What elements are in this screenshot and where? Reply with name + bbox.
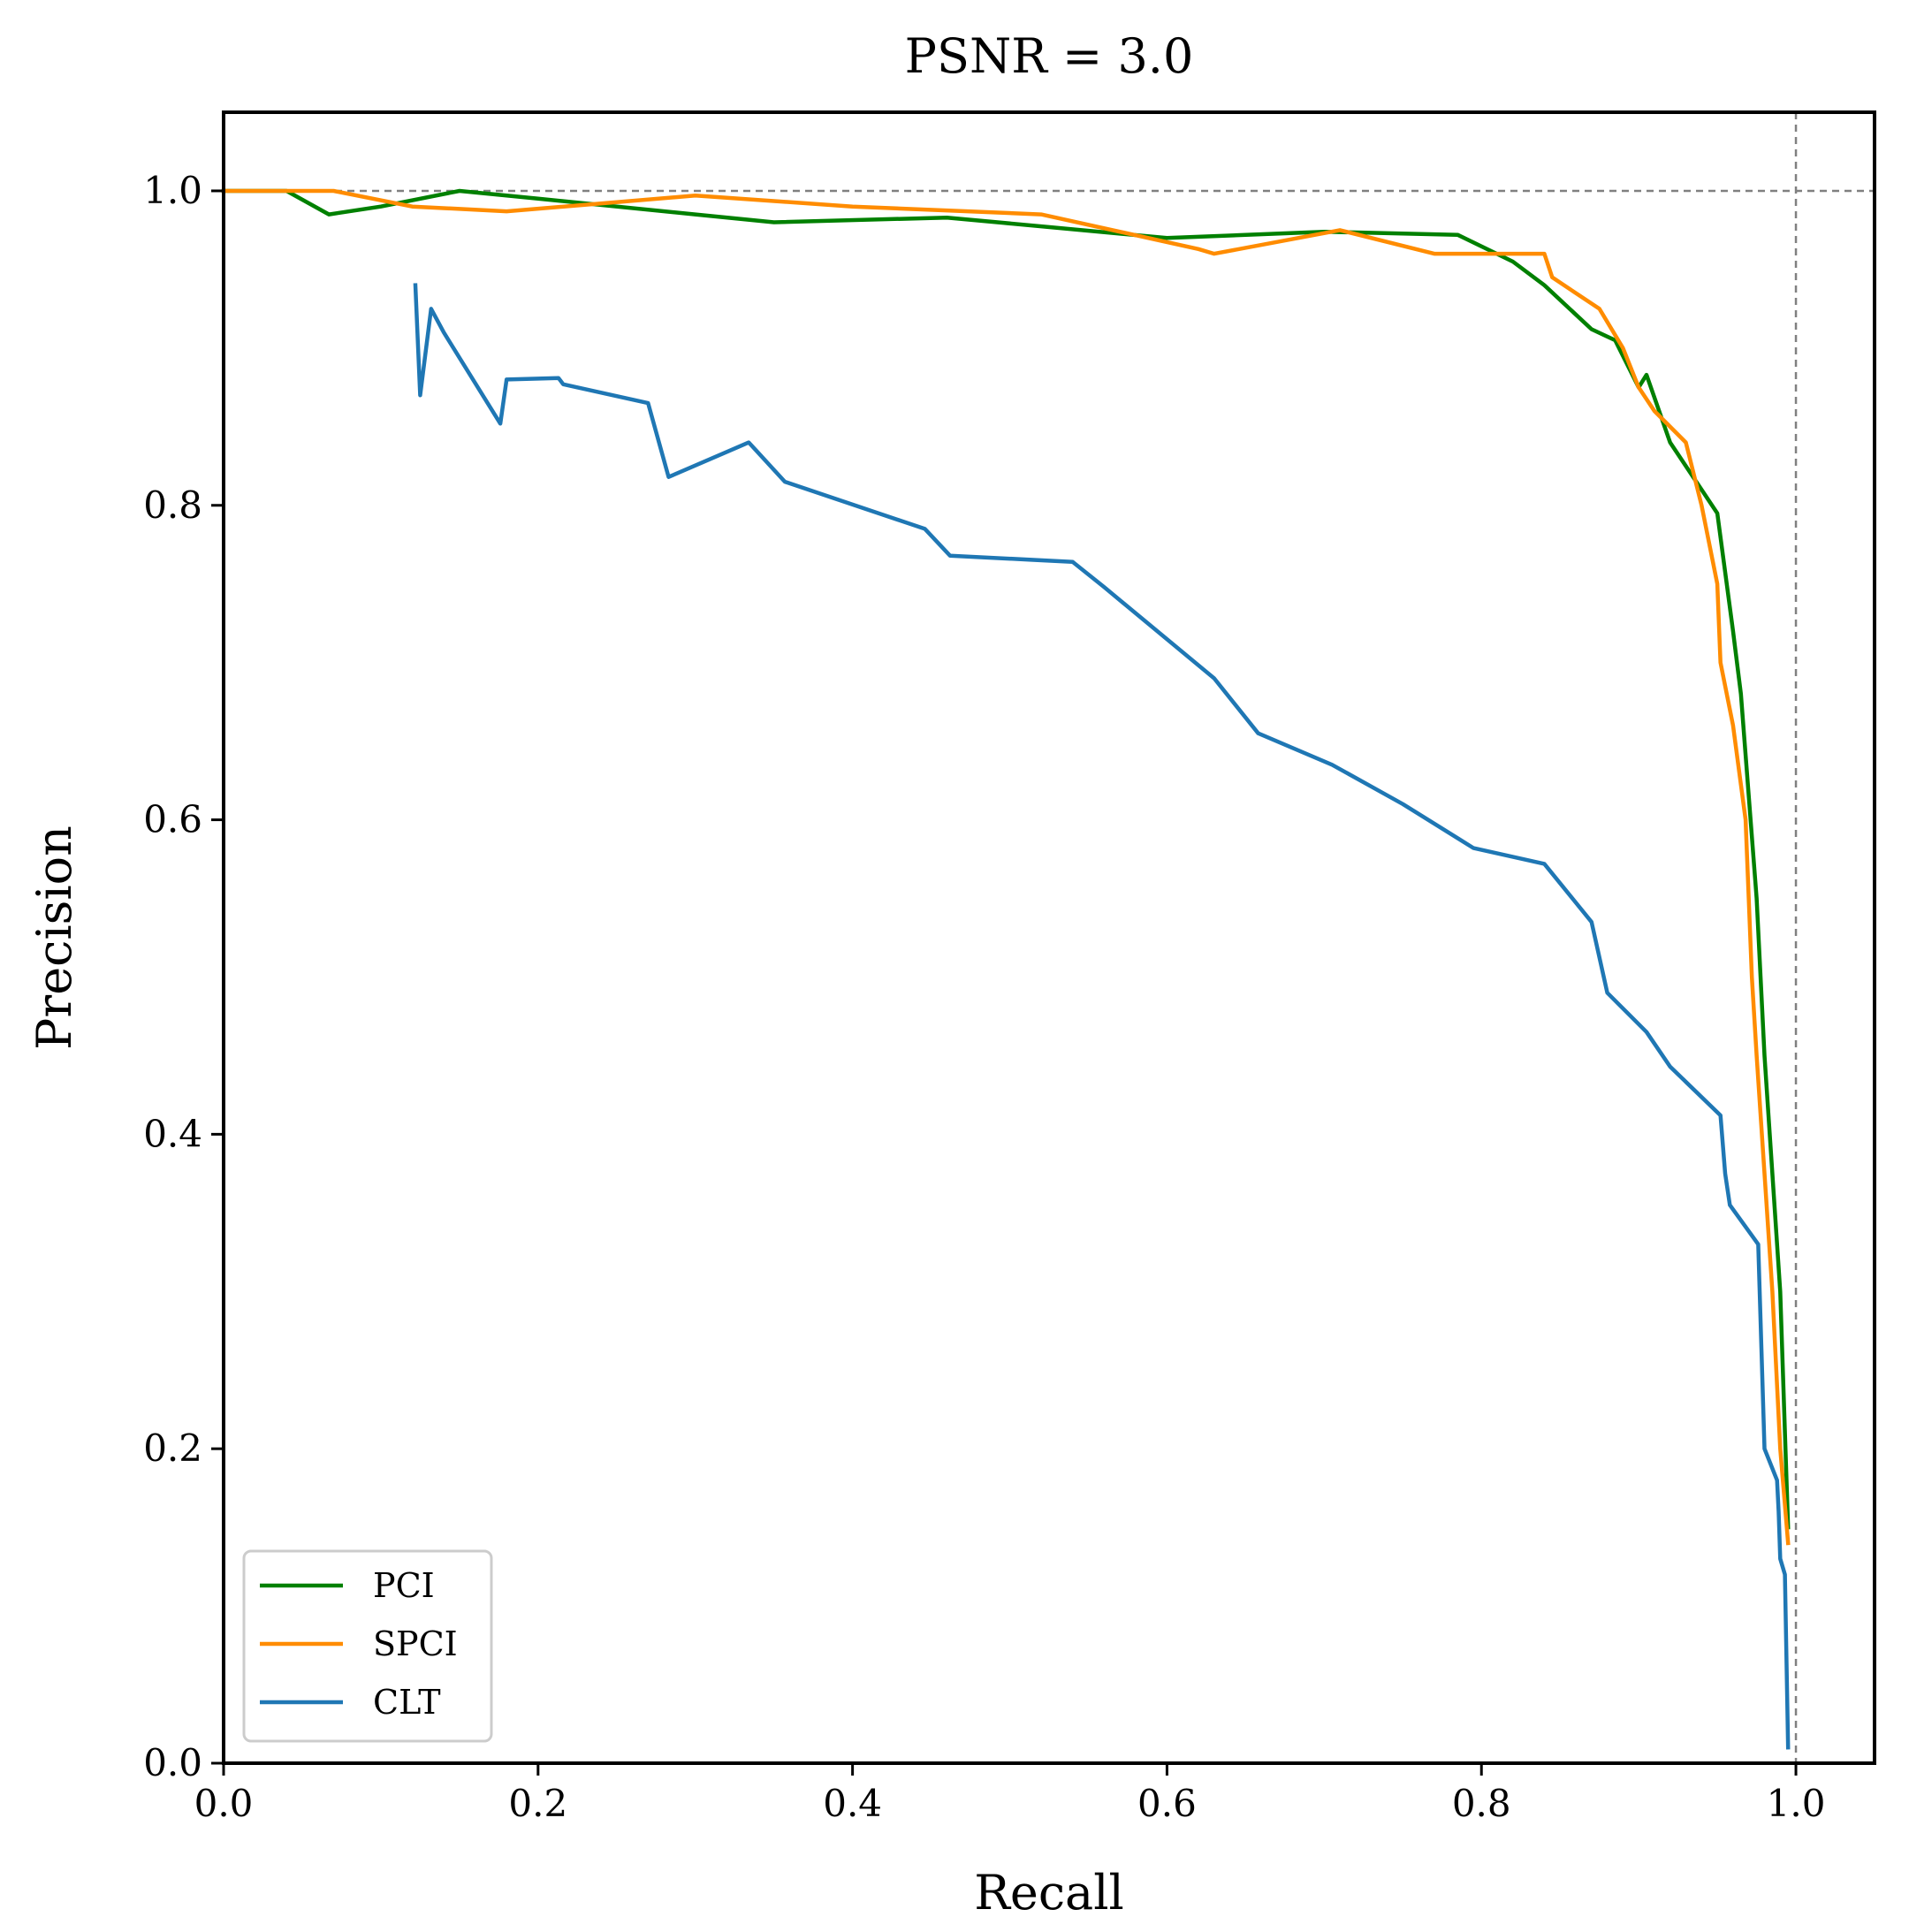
x-axis: 0.0 0.2 0.4 0.6 0.8 1.0 <box>194 1763 1826 1825</box>
legend-label-clt: CLT <box>373 1683 441 1722</box>
y-axis-label: Precision <box>27 825 82 1050</box>
chart-title: PSNR = 3.0 <box>905 28 1194 84</box>
series-layer <box>221 188 1791 1750</box>
legend: PCI SPCI CLT <box>242 1549 493 1743</box>
series-line-pci <box>221 188 1791 1530</box>
legend-label-spci: SPCI <box>373 1624 458 1663</box>
y-tick-label: 1.0 <box>143 169 202 212</box>
y-tick-label: 0.4 <box>143 1112 202 1155</box>
y-tick-label: 0.6 <box>143 798 202 841</box>
y-tick-label: 0.0 <box>143 1741 202 1784</box>
series-line-spci <box>221 188 1791 1546</box>
x-tick-label: 0.6 <box>1137 1782 1197 1825</box>
reference-lines <box>224 112 1875 1763</box>
x-axis-label: Recall <box>974 1865 1124 1921</box>
legend-label-pci: PCI <box>373 1566 435 1605</box>
x-tick-label: 0.4 <box>823 1782 882 1825</box>
x-tick-label: 1.0 <box>1767 1782 1826 1825</box>
x-tick-label: 0.8 <box>1452 1782 1511 1825</box>
plot-area-frame <box>222 110 1876 1765</box>
x-tick-label: 0.2 <box>508 1782 567 1825</box>
legend-box <box>242 1549 493 1743</box>
series-line-clt <box>413 283 1791 1750</box>
y-axis: 0.0 0.2 0.4 0.6 0.8 1.0 <box>143 169 224 1784</box>
x-tick-label: 0.0 <box>194 1782 254 1825</box>
legend-items: PCI SPCI CLT <box>260 1566 458 1722</box>
y-tick-label: 0.2 <box>143 1426 202 1470</box>
y-tick-label: 0.8 <box>143 483 202 527</box>
